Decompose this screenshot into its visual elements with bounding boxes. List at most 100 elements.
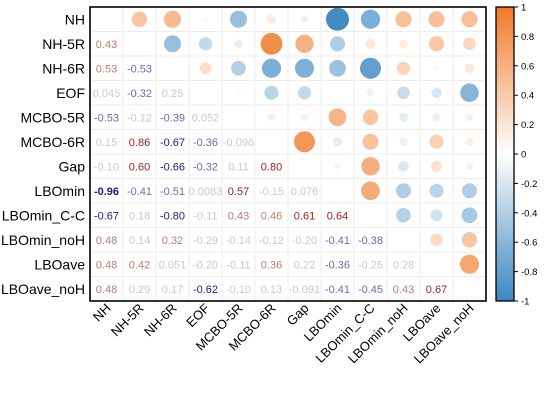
corr-circle-LBOmin_noH-LBOave <box>430 233 443 246</box>
corr-circle-NH-EOF <box>203 16 208 22</box>
corr-value-LBOave_noH-LBOmin: -0.41 <box>325 284 350 296</box>
column-label: NH-6R <box>141 301 180 340</box>
corr-circle-Gap-LBOmin_C-C <box>361 157 380 176</box>
corr-value-LBOmin-NH: -0.96 <box>94 186 119 198</box>
corr-value-LBOmin_noH-Gap: -0.20 <box>292 235 317 247</box>
corr-circle-MCBO-6R-Gap <box>293 131 316 153</box>
corr-circle-NH-LBOmin <box>325 7 350 31</box>
corr-circle-NH-LBOave <box>428 11 445 28</box>
column-label: NH <box>90 301 114 325</box>
corr-circle-NH-5R-LBOmin_C-C <box>365 38 376 49</box>
colorbar-gradient <box>495 6 515 302</box>
corr-value-LBOave_noH-Gap: -0.091 <box>289 284 320 296</box>
corr-circle-EOF-LBOmin_noH <box>397 86 410 100</box>
corr-value-LBOmin_noH-EOF: -0.29 <box>193 235 218 247</box>
corr-value-Gap-NH-5R: 0.60 <box>129 161 150 173</box>
corr-value-LBOmin_noH-MCBO-5R: -0.14 <box>226 235 251 247</box>
corr-circle-NH-Gap <box>300 15 309 23</box>
row-label: LBOave_noH <box>1 281 85 297</box>
corr-circle-NH-6R-LBOmin_noH <box>396 61 411 75</box>
corr-circle-EOF-Gap <box>297 86 312 100</box>
corr-circle-NH-MCBO-6R <box>266 14 277 24</box>
row-label: LBOmin <box>34 183 85 199</box>
corr-value-LBOave-NH-5R: 0.42 <box>129 259 150 271</box>
corr-value-LBOmin-EOF: 0.0083 <box>189 186 223 198</box>
corr-circle-LBOmin-LBOmin_noH <box>395 183 412 199</box>
row-label: EOF <box>56 85 85 101</box>
corr-value-LBOave_noH-NH-6R: 0.17 <box>162 284 183 296</box>
colorbar-tick-label: 0.2 <box>521 120 534 131</box>
row-label: NH <box>65 11 85 27</box>
corr-circle-NH-6R-MCBO-6R <box>261 58 282 78</box>
corr-circle-MCBO-5R-LBOave_noH <box>465 113 474 121</box>
corr-value-LBOmin_C-C-MCBO-5R: 0.43 <box>228 210 249 222</box>
corr-circle-NH-5R-EOF <box>198 37 213 51</box>
colorbar-tick-label: 0 <box>521 150 526 161</box>
corr-value-LBOave-MCBO-5R: -0.11 <box>226 259 250 271</box>
corr-value-Gap-MCBO-5R: 0.11 <box>228 161 249 173</box>
corr-value-LBOmin-NH-6R: -0.51 <box>160 186 185 198</box>
corr-value-LBOave_noH-EOF: -0.62 <box>193 284 218 296</box>
corr-circle-NH-NH-5R <box>131 11 148 27</box>
corr-circle-Gap-LBOave_noH <box>465 162 474 170</box>
corr-circle-LBOmin_noH-LBOave_noH <box>461 232 478 248</box>
corr-value-LBOave_noH-MCBO-5R: -0.10 <box>226 284 251 296</box>
corr-circle-NH-6R-LBOave <box>433 65 440 71</box>
row-label: Gap <box>59 158 86 174</box>
corr-circle-EOF-LBOmin <box>335 90 340 95</box>
corr-value-LBOave_noH-NH-5R: 0.29 <box>129 284 150 296</box>
corr-circle-MCBO-5R-LBOmin <box>328 108 347 127</box>
corr-circle-LBOmin-LBOave_noH <box>461 183 478 199</box>
corr-value-LBOmin-NH-5R: -0.41 <box>127 186 152 198</box>
corr-value-Gap-NH: -0.10 <box>94 161 119 173</box>
corr-circle-Gap-LBOmin <box>334 163 341 170</box>
corr-value-LBOave_noH-LBOmin_C-C: -0.45 <box>358 284 383 296</box>
corr-circle-MCBO-5R-LBOmin_C-C <box>362 109 379 125</box>
row-label: MCBO-5R <box>20 109 85 125</box>
corr-value-LBOave-LBOmin: -0.36 <box>325 259 350 271</box>
corr-value-NH-5R-NH: 0.43 <box>96 39 117 51</box>
corr-circle-LBOmin_C-C-LBOave_noH <box>461 207 478 224</box>
corr-circle-EOF-MCBO-5R <box>235 90 242 96</box>
corr-circle-NH-5R-LBOmin <box>329 36 346 52</box>
corr-value-LBOmin_noH-LBOmin: -0.41 <box>325 235 350 247</box>
column-label: NH-5R <box>108 301 147 340</box>
colorbar-tick-label: -0.4 <box>521 208 537 219</box>
corr-circle-NH-6R-Gap <box>294 58 315 78</box>
corr-circle-NH-LBOmin_noH <box>395 11 412 28</box>
corr-circle-NH-6R-MCBO-5R <box>231 60 246 76</box>
column-label: Gap <box>284 301 312 329</box>
colorbar-tick-label: -1 <box>521 297 529 308</box>
corr-circle-MCBO-6R-LBOmin <box>332 137 343 147</box>
corr-circle-NH-5R-NH-6R <box>163 35 182 53</box>
corr-circle-NH-5R-LBOave <box>428 36 445 52</box>
marks-layer: 0.43 0.53 -0.53 0.045 -0.32 0.25 -0.53 -0.12 -0.… <box>93 7 480 296</box>
corr-circle-EOF-MCBO-6R <box>264 85 279 100</box>
colorbar: 1 0.8 0.6 0.4 0.2 0 -0.2 -0.4 -0.6 -0.8 -1 <box>495 3 537 308</box>
corr-value-LBOmin_noH-MCBO-6R: -0.12 <box>259 235 284 247</box>
corr-value-LBOmin_C-C-NH-5R: 0.18 <box>129 210 150 222</box>
corr-circle-NH-5R-MCBO-5R <box>234 39 243 48</box>
corr-value-LBOave_noH-MCBO-6R: 0.13 <box>261 284 282 296</box>
corr-circle-MCBO-5R-LBOmin_noH <box>399 112 408 122</box>
corr-value-Gap-MCBO-6R: 0.80 <box>261 161 282 173</box>
corr-circle-NH-6R-LBOave_noH <box>464 63 475 74</box>
corr-circle-MCBO-6R-LBOmin_noH <box>399 137 408 146</box>
corr-value-LBOmin_C-C-EOF: -0.11 <box>193 210 217 222</box>
corr-circle-NH-5R-LBOmin_noH <box>399 39 408 49</box>
corr-value-MCBO-6R-EOF: -0.36 <box>193 137 218 149</box>
corr-circle-MCBO-5R-MCBO-6R <box>267 113 276 121</box>
corr-value-LBOmin_C-C-Gap: 0.61 <box>294 210 315 222</box>
corr-value-Gap-NH-6R: -0.66 <box>160 161 185 173</box>
corr-value-MCBO-6R-MCBO-5R: -0.096 <box>223 137 254 149</box>
corr-value-MCBO-6R-NH: 0.15 <box>96 137 117 149</box>
corr-value-LBOmin_C-C-LBOmin: 0.64 <box>327 210 348 222</box>
row-label: NH-5R <box>42 36 85 52</box>
plot-border <box>89 6 487 302</box>
column-label: EOF <box>183 300 213 330</box>
corr-circle-MCBO-6R-LBOmin_C-C <box>362 133 379 150</box>
row-label: LBOave <box>34 256 85 272</box>
corr-circle-NH-LBOmin_C-C <box>360 9 381 29</box>
corr-value-LBOave-NH-6R: 0.051 <box>159 259 187 271</box>
